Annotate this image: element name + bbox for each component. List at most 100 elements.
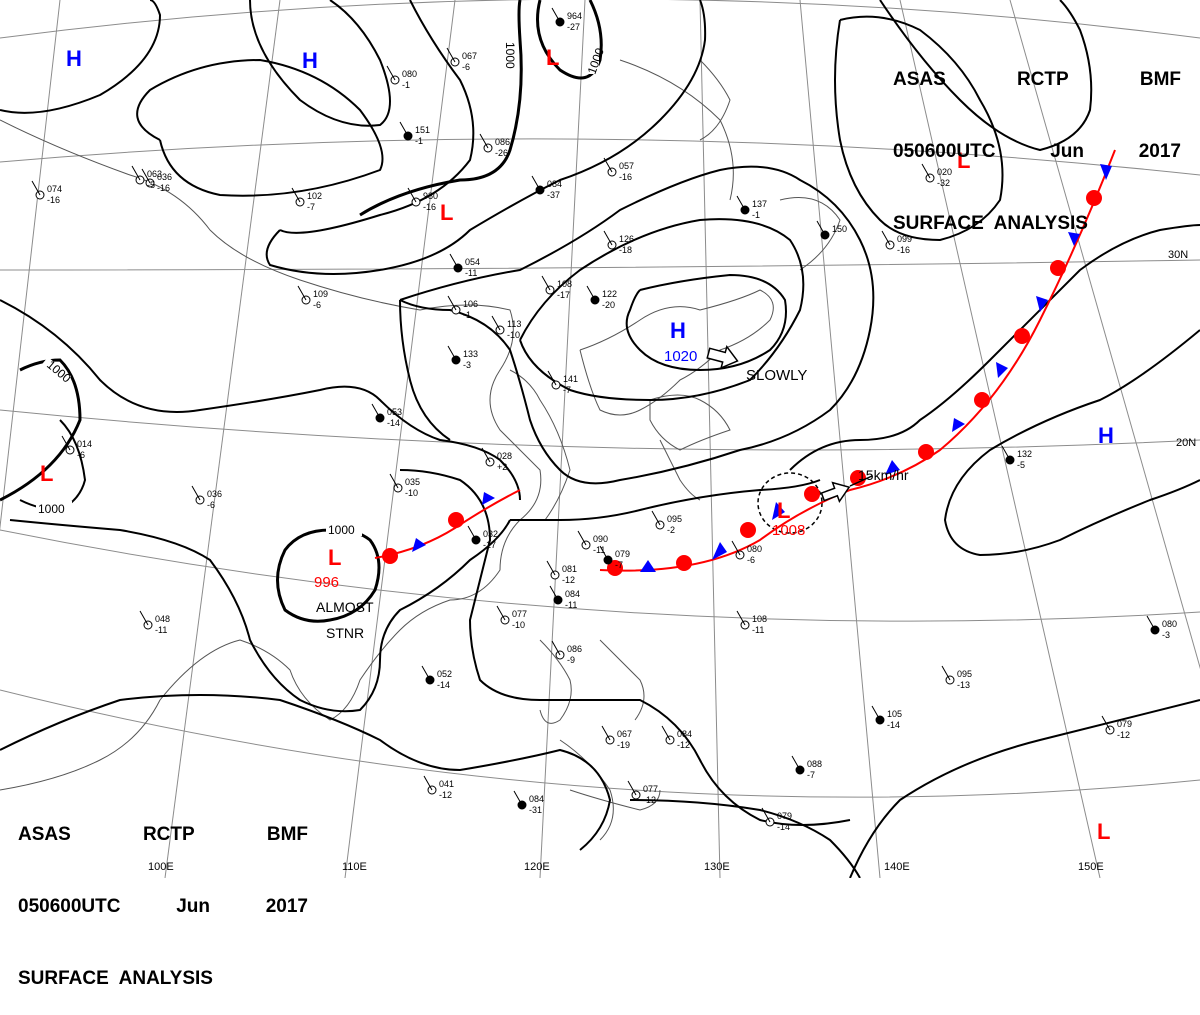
header-line-1: ASAS RCTP BMF (18, 823, 308, 847)
station-wind-barb (736, 610, 746, 626)
lon-label-120e: 120E (524, 861, 550, 873)
station-tendency: -16 (897, 245, 910, 255)
header-line-3: SURFACE ANALYSIS (893, 212, 1181, 236)
station-tendency: -27 (567, 22, 580, 32)
almost-label: ALMOST (316, 599, 374, 615)
station-pressure: 080 (747, 544, 762, 554)
station-pressure: 105 (887, 709, 902, 719)
station-plot: 095-2 (651, 510, 682, 535)
header-title: SURFACE ANALYSIS (893, 213, 1088, 234)
pressure-centers: H H L L H 1020 L L L 996 L 1008 H L (40, 45, 1114, 844)
lon-label-110e: 110E (342, 861, 367, 873)
station-wind-barb (601, 725, 611, 741)
station-wind-barb (449, 253, 459, 269)
station-plot: 079-7 (599, 545, 630, 570)
station-plot: 077-10 (496, 605, 527, 630)
lon-label-100e: 100E (148, 861, 174, 873)
station-wind-barb (496, 605, 506, 621)
station-tendency: -5 (147, 180, 155, 190)
station-pressure: 079 (777, 811, 792, 821)
station-tendency: -10 (507, 330, 520, 340)
station-plot: 020-32 (921, 163, 952, 188)
station-pressure: 090 (593, 534, 608, 544)
station-wind-barb (371, 403, 381, 419)
station-plot: 108-11 (736, 610, 767, 635)
station-plot: 109-6 (297, 285, 328, 310)
station-plot: 084-11 (549, 585, 580, 610)
station-pressure: 084 (677, 729, 692, 739)
header-product: ASAS (18, 824, 71, 845)
station-tendency: -10 (405, 488, 418, 498)
station-tendency: -1 (402, 80, 410, 90)
isobar-label: 1000 (38, 502, 65, 516)
station-plot: 150 (816, 220, 847, 240)
header-time: 050600UTC (18, 896, 121, 917)
station-wind-barb (586, 285, 596, 301)
station-wind-barb (61, 435, 71, 451)
station-wind-barb (921, 163, 931, 179)
header-bottom-left: ASAS RCTP BMF 050600UTC Jun 2017 SURFACE… (18, 775, 308, 1015)
station-tendency: -11 (593, 545, 605, 555)
station-pressure: 067 (617, 729, 632, 739)
station-plot: 067-19 (601, 725, 632, 750)
station-pressure: 079 (1117, 719, 1132, 729)
station-wind-barb (447, 295, 457, 311)
station-plot: 084-37 (531, 175, 562, 200)
station-wind-barb (479, 133, 489, 149)
station-wind-barb (551, 640, 561, 656)
station-tendency: -18 (619, 245, 632, 255)
station-pressure: 109 (313, 289, 328, 299)
station-plot: 041-12 (423, 775, 454, 800)
station-plot: 980-16 (407, 187, 438, 212)
station-pressure: 084 (529, 794, 544, 804)
station-wind-barb (191, 485, 201, 501)
station-plot: 084-31 (513, 790, 544, 815)
station-plot: 105-14 (871, 705, 902, 730)
low-center: L (440, 200, 453, 225)
stationary-front-west (374, 489, 521, 564)
station-plot: 964-27 (551, 7, 582, 32)
station-pressure: 099 (897, 234, 912, 244)
low-center: L (957, 148, 970, 173)
station-plot: 084-12 (661, 725, 692, 750)
header-title: SURFACE ANALYSIS (18, 968, 213, 989)
station-pressure: 053 (387, 407, 402, 417)
station-plot: 108-17 (541, 275, 572, 300)
station-pressure: 081 (562, 564, 577, 574)
station-pressure: 106 (463, 299, 478, 309)
station-wind-barb (467, 525, 477, 541)
station-wind-barb (731, 540, 741, 556)
station-wind-barb (423, 775, 433, 791)
station-wind-barb (389, 473, 399, 489)
station-pressure: 063 (147, 169, 162, 179)
station-plot: 035-10 (389, 473, 420, 498)
station-pressure: 020 (937, 167, 952, 177)
station-pressure: 088 (807, 759, 822, 769)
station-tendency: -7 (615, 560, 623, 570)
station-wind-barb (761, 807, 771, 823)
station-wind-barb (541, 275, 551, 291)
station-tendency: -14 (437, 680, 450, 690)
station-plot: 126-18 (603, 230, 634, 255)
station-plot: 014-6 (61, 435, 92, 460)
high-center: H (670, 318, 686, 343)
station-tendency: -32 (937, 178, 950, 188)
header-month: Jun (176, 896, 210, 917)
station-wind-barb (549, 585, 559, 601)
station-tendency: -16 (157, 183, 170, 193)
station-pressure: 036 (207, 489, 222, 499)
station-pressure: 084 (547, 179, 562, 189)
station-plot: 077-12 (627, 780, 658, 805)
station-plot: 099-16 (881, 230, 912, 255)
station-pressure: 032 (483, 529, 498, 539)
station-wind-barb (399, 121, 409, 137)
station-tendency: -12 (562, 575, 575, 585)
station-pressure: 077 (643, 784, 658, 794)
station-wind-barb (407, 187, 417, 203)
station-tendency: -14 (777, 822, 790, 832)
station-tendency: -7 (563, 385, 571, 395)
station-plot: 151-1 (399, 121, 430, 146)
station-wind-barb (603, 157, 613, 173)
station-plot: 054-11 (449, 253, 480, 278)
station-pressure: 126 (619, 234, 634, 244)
